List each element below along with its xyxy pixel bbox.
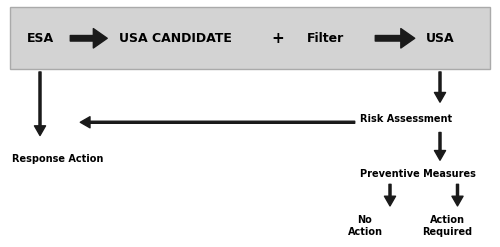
Text: USA CANDIDATE: USA CANDIDATE [118,32,232,45]
Text: ESA: ESA [26,32,54,45]
Text: Risk Assessment: Risk Assessment [360,114,452,124]
Text: Preventive Measures: Preventive Measures [360,169,476,179]
Text: Action
Required: Action Required [422,215,472,237]
FancyBboxPatch shape [10,7,490,69]
Text: Filter: Filter [306,32,344,45]
Text: +: + [271,31,284,46]
Text: USA: USA [426,32,454,45]
Text: Response Action: Response Action [12,154,103,164]
Text: No
Action: No Action [348,215,382,237]
